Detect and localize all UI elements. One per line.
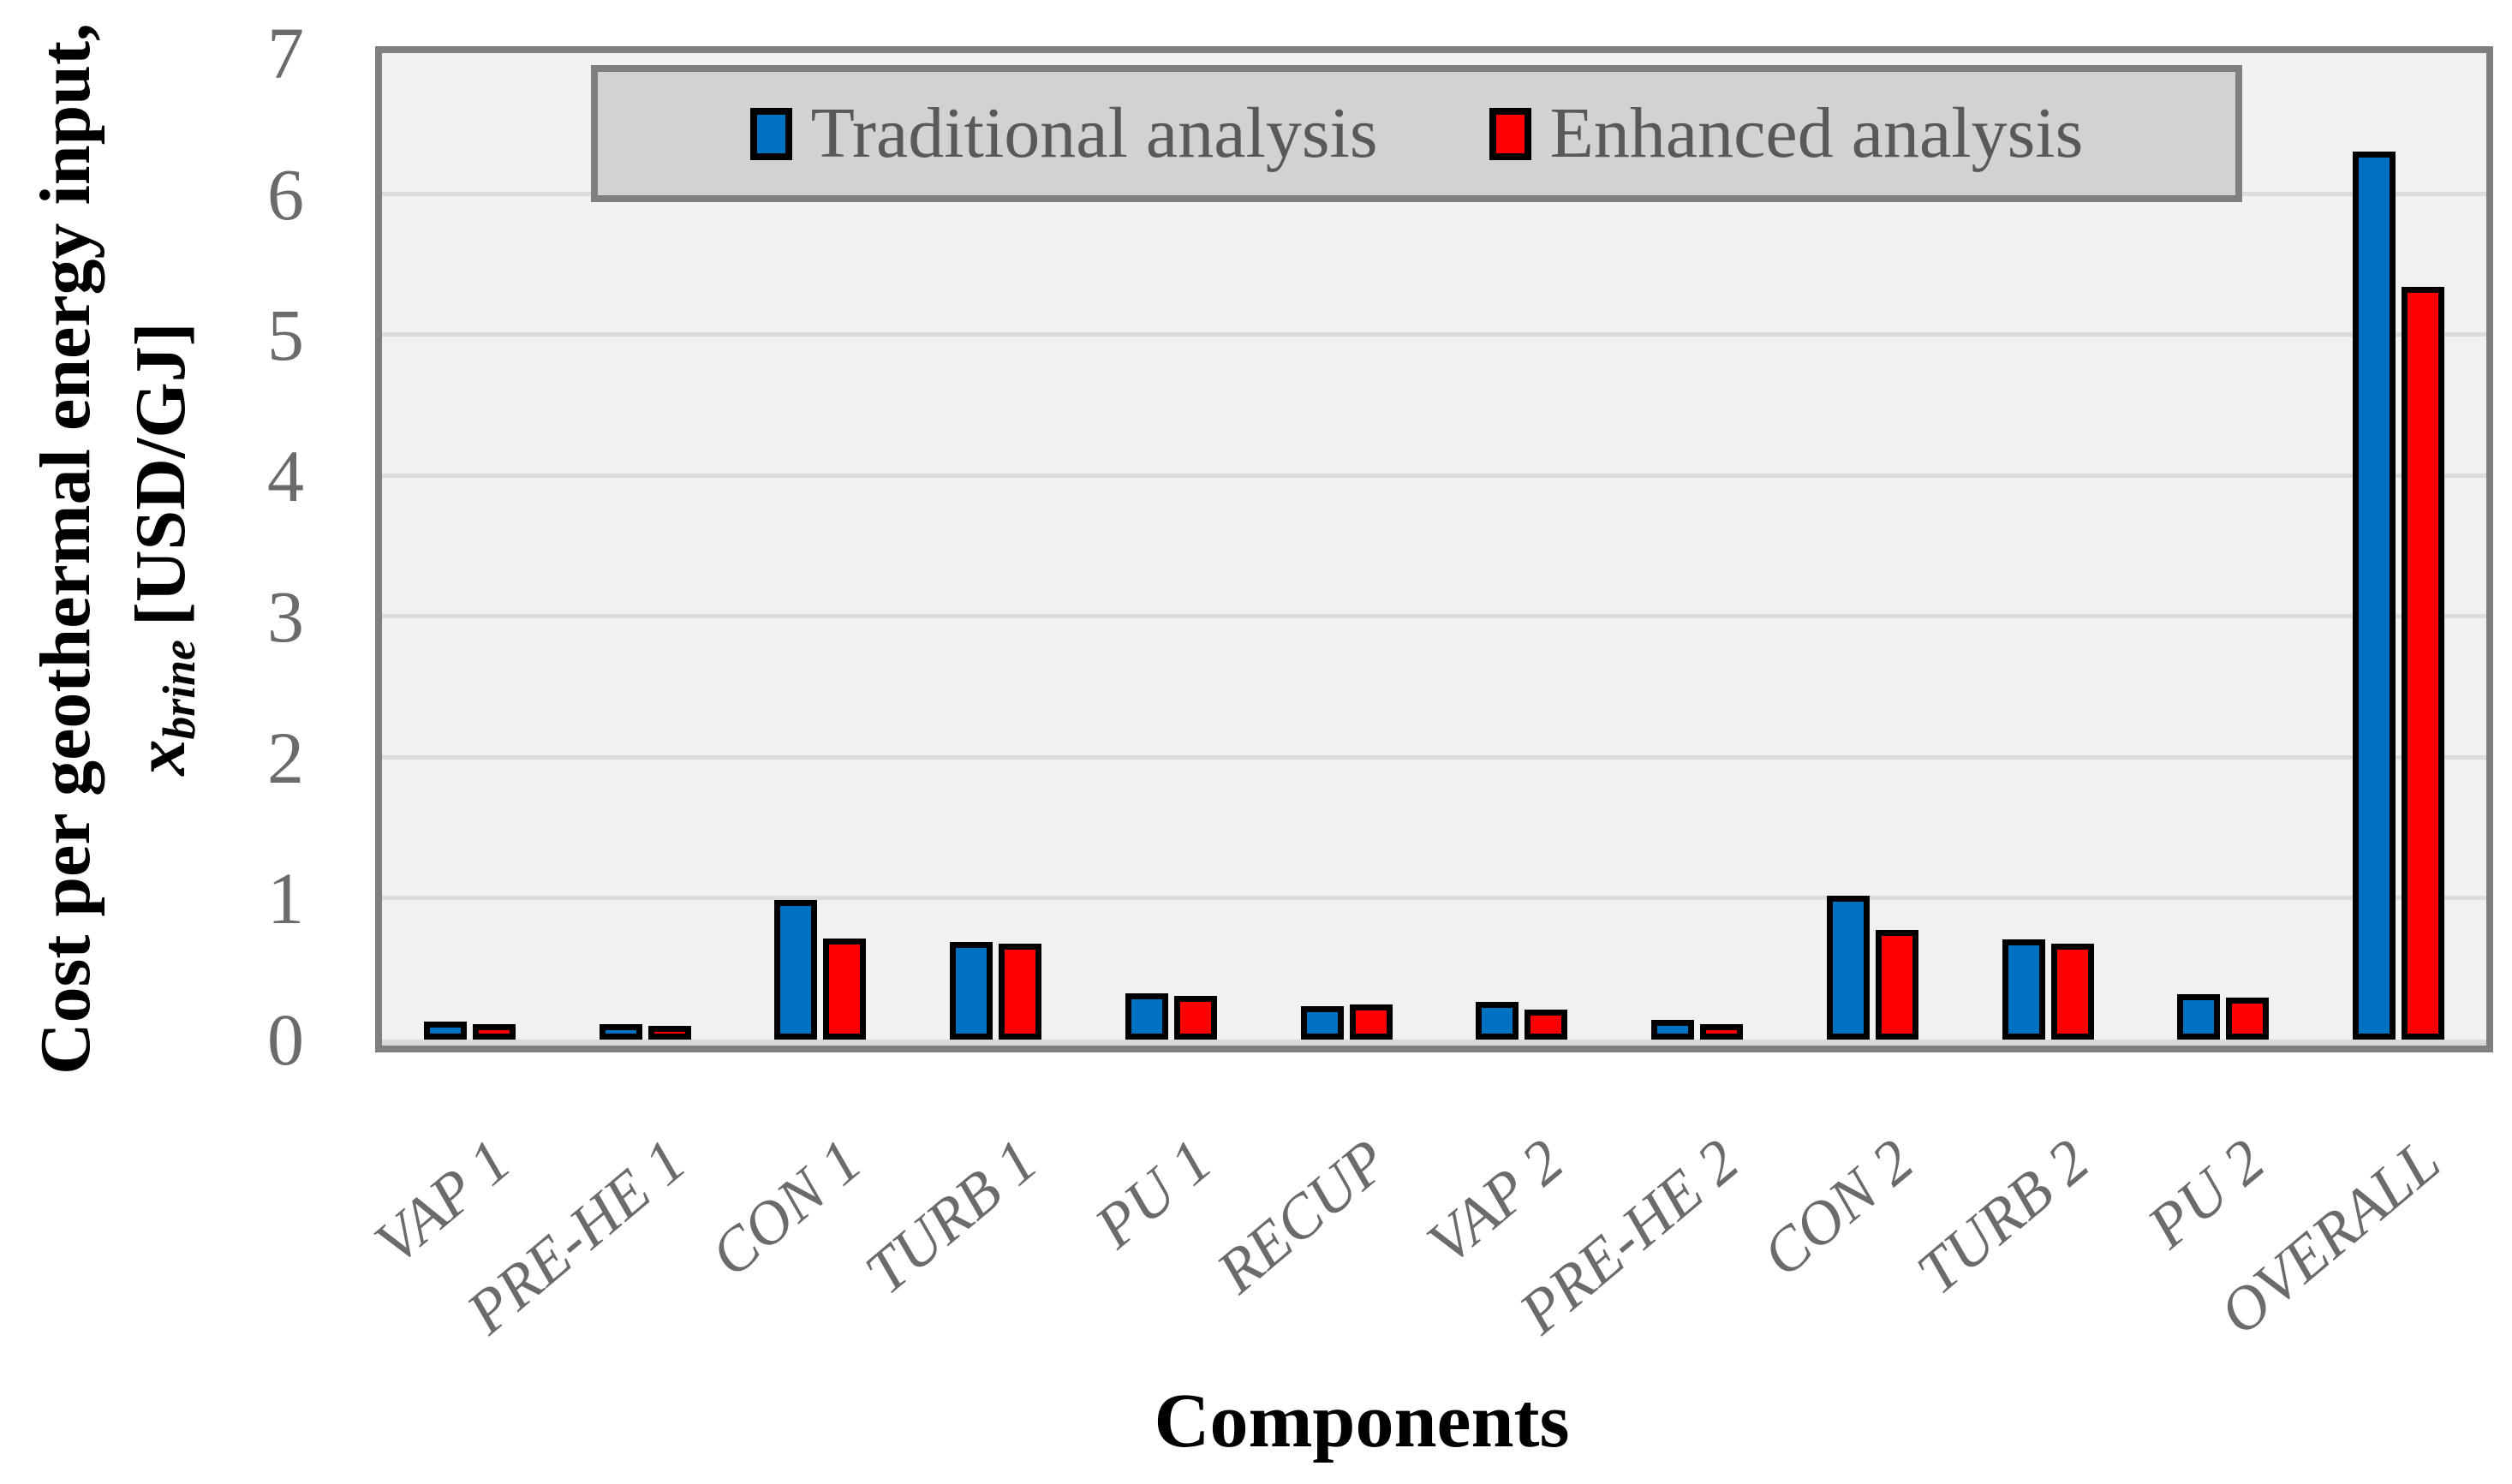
- x-tick-label-con-1: CON 1: [697, 1125, 874, 1290]
- x-tick-label-turb-2: TURB 2: [1904, 1125, 2102, 1308]
- bar-traditional-vap-1: [423, 1022, 467, 1040]
- bar-group-vap-1: [382, 1022, 558, 1040]
- bar-enhanced-pre-he-2: [1700, 1024, 1744, 1040]
- bar-group-pu-2: [2136, 994, 2312, 1040]
- bar-enhanced-pu-1: [1173, 996, 1217, 1040]
- y-tick-label-2: 2: [267, 716, 304, 799]
- bar-traditional-overall: [2353, 152, 2396, 1040]
- gridline-y-1: [382, 896, 2486, 901]
- legend-label-traditional: Traditional analysis: [810, 93, 1378, 173]
- x-tick-label-turb-1: TURB 1: [851, 1125, 1050, 1308]
- bar-group-pu-1: [1083, 993, 1259, 1040]
- x-tick-label-vap-2: VAP 2: [1413, 1125, 1576, 1278]
- bar-enhanced-overall: [2402, 287, 2445, 1040]
- bar-traditional-pu-1: [1125, 993, 1168, 1040]
- bar-enhanced-pu-2: [2226, 998, 2270, 1040]
- x-tick-label-vap-1: VAP 1: [361, 1125, 524, 1278]
- y-tick-label-3: 3: [267, 575, 304, 659]
- legend: Traditional analysis Enhanced analysis: [591, 65, 2242, 202]
- bar-enhanced-recup: [1349, 1004, 1393, 1040]
- bar-traditional-pu-2: [2177, 994, 2221, 1040]
- bar-traditional-turb-1: [950, 942, 993, 1040]
- gridline-y-4: [382, 473, 2486, 478]
- bar-group-con-2: [1785, 896, 1960, 1040]
- bar-enhanced-con-2: [1875, 930, 1918, 1040]
- bar-traditional-con-2: [1826, 896, 1870, 1040]
- bar-enhanced-vap-2: [1525, 1010, 1568, 1040]
- bar-group-overall: [2311, 152, 2486, 1040]
- x-tick-label-recup: RECUP: [1203, 1125, 1400, 1307]
- bar-traditional-pre-he-1: [599, 1024, 642, 1040]
- legend-swatch-traditional: [749, 107, 792, 160]
- bar-group-pre-he-2: [1609, 1020, 1785, 1040]
- bar-traditional-vap-2: [1476, 1002, 1519, 1040]
- x-axis-title: Components: [1154, 1379, 1570, 1463]
- bar-group-con-1: [733, 900, 909, 1040]
- gridline-y-5: [382, 332, 2486, 337]
- bar-group-vap-2: [1435, 1002, 1610, 1040]
- x-tick-label-pu-1: PU 1: [1082, 1125, 1226, 1261]
- y-tick-label-6: 6: [267, 152, 304, 235]
- bar-group-pre-he-1: [558, 1024, 733, 1040]
- x-axis-baseline: [382, 1040, 2486, 1046]
- y-tick-label-5: 5: [267, 294, 304, 377]
- bar-group-recup: [1259, 1004, 1435, 1040]
- bar-enhanced-turb-1: [999, 944, 1042, 1040]
- bar-enhanced-vap-1: [472, 1024, 516, 1040]
- x-tick-label-con-2: CON 2: [1750, 1125, 1927, 1290]
- bar-group-turb-2: [1960, 939, 2136, 1040]
- y-tick-label-7: 7: [267, 12, 304, 94]
- plot-area: Traditional analysis Enhanced analysis: [375, 46, 2493, 1052]
- y-tick-label-1: 1: [267, 857, 304, 940]
- legend-entry-enhanced: Enhanced analysis: [1489, 93, 2084, 173]
- bar-enhanced-turb-2: [2050, 944, 2094, 1040]
- y-tick-label-0: 0: [267, 998, 304, 1081]
- gridline-y-3: [382, 614, 2486, 619]
- bar-traditional-pre-he-2: [1651, 1020, 1695, 1040]
- gridline-y-2: [382, 754, 2486, 760]
- bar-enhanced-pre-he-1: [647, 1026, 691, 1040]
- bar-enhanced-con-1: [823, 939, 867, 1040]
- bars-area: [382, 53, 2486, 1040]
- bar-traditional-con-1: [774, 900, 818, 1040]
- y-tick-label-4: 4: [267, 434, 304, 517]
- bar-group-turb-1: [908, 942, 1083, 1040]
- legend-entry-traditional: Traditional analysis: [749, 93, 1378, 173]
- x-tick-label-pu-2: PU 2: [2134, 1125, 2277, 1261]
- legend-label-enhanced: Enhanced analysis: [1549, 93, 2084, 173]
- bar-traditional-recup: [1300, 1006, 1344, 1040]
- bar-traditional-turb-2: [2002, 939, 2045, 1040]
- legend-swatch-enhanced: [1489, 107, 1531, 160]
